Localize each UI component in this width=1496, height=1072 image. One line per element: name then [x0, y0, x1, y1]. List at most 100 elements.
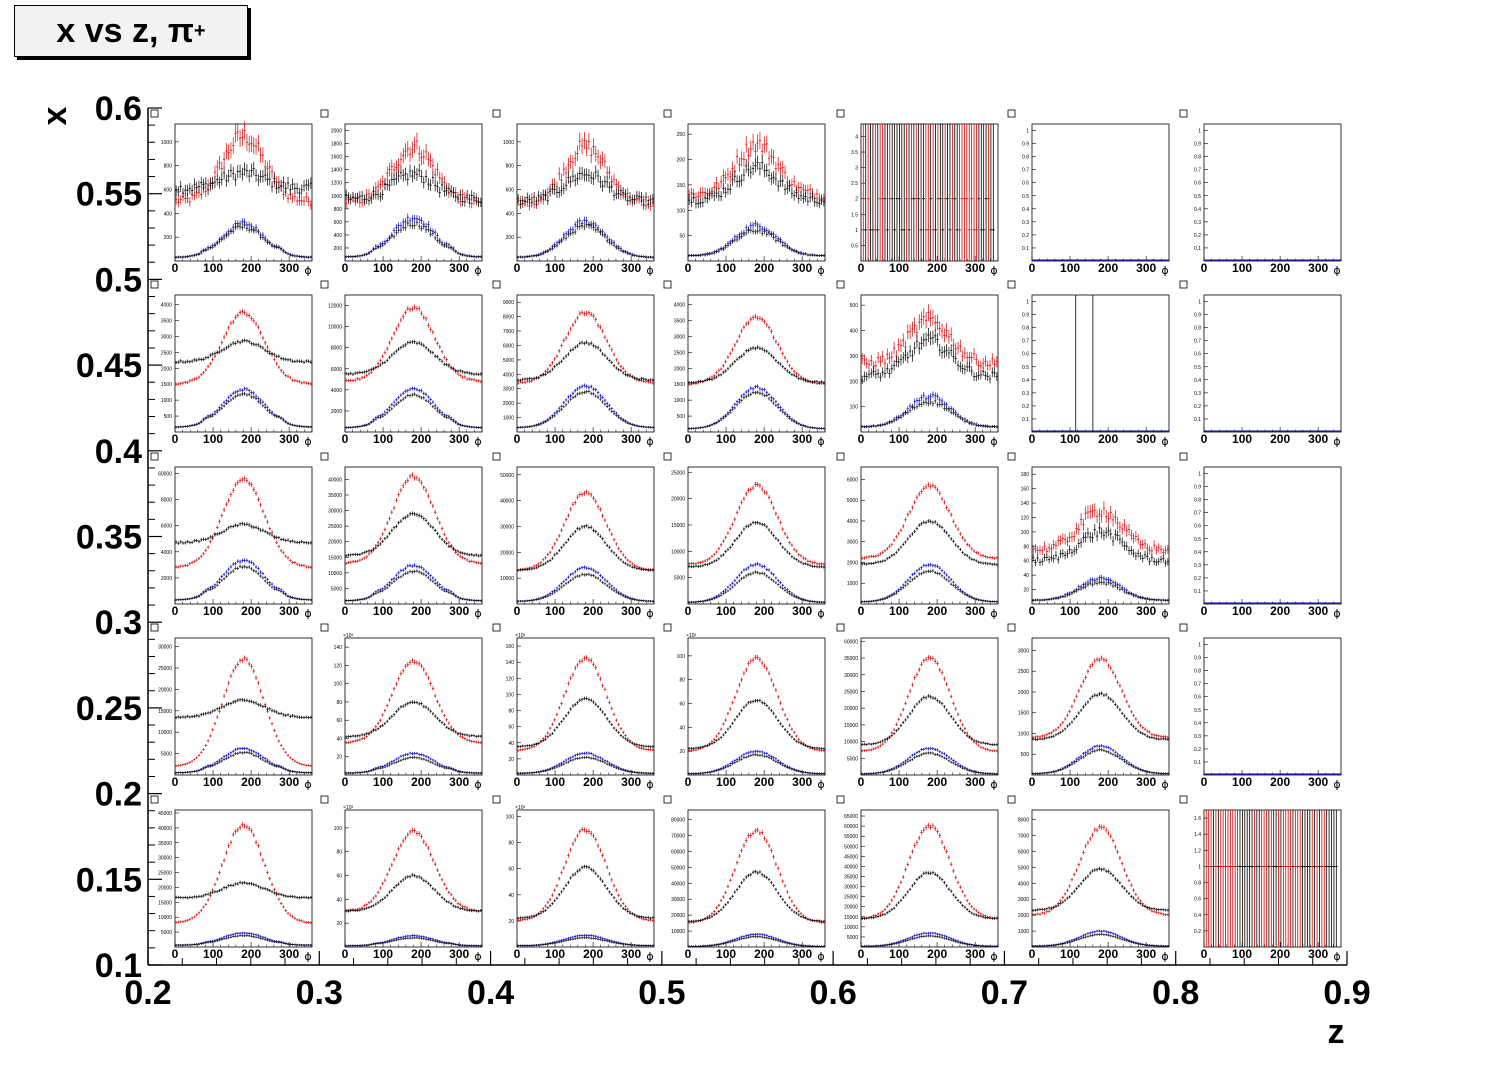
pad-x-axis-label: ϕ [990, 435, 997, 448]
pad-y-tick-label: 3 [855, 166, 858, 172]
pad-x-tick-label: 200 [241, 261, 261, 275]
pad-r0-c2: 200 400 600 800 1000 0 100 200 300 ϕ [492, 109, 655, 277]
pad-y-tick-label: 200 [334, 246, 343, 252]
pad-r0-c3: 50 100 150 200 250 0 100 200 300 ϕ [663, 109, 826, 277]
pad-y-tick-label: 1000 [161, 140, 172, 146]
stats-box-icon [836, 109, 845, 118]
pad-r1-c4: 100 200 300 400 500 0 100 200 300 ϕ [836, 280, 999, 448]
outer-x-tick-label: 0.2 [124, 974, 171, 1012]
pad-frame [516, 123, 655, 262]
pad-x-tick-label: 300 [1308, 261, 1328, 275]
stats-box-icon [1007, 109, 1016, 118]
pad-y-tick-label: 6000 [503, 343, 514, 349]
pad-x-tick-label: 300 [621, 261, 641, 275]
pad-y-tick-label: 0.9 [1022, 142, 1029, 148]
pad-x-axis-label: ϕ [474, 435, 481, 448]
pad-y-tick-label: 6000 [331, 367, 342, 373]
pad-x-tick-label: 0 [1201, 261, 1208, 275]
pad-y-tick-label: 3000 [161, 334, 172, 340]
pad-y-tick-label: 0.5 [851, 243, 858, 249]
pad-y-tick-label: 2500 [161, 350, 172, 356]
pad-y-tick-label: 2000 [331, 409, 342, 415]
pad-y-tick-label: 1000 [503, 416, 514, 422]
pad-y-tick-label: 9000 [503, 300, 514, 306]
outer-x-tick-label: 0.7 [981, 974, 1028, 1012]
pad-x-axis-label: ϕ [304, 435, 311, 448]
pad-y-tick-label: 0.5 [1022, 194, 1029, 200]
pad-x-tick-label: 200 [1270, 261, 1290, 275]
pad-y-tick-label: 4000 [503, 372, 514, 378]
pad-frame [344, 294, 483, 433]
pad-x-tick-label: 300 [792, 261, 812, 275]
pad-x-tick-label: 0 [342, 261, 349, 275]
outer-x-tick-label: 0.8 [1152, 974, 1199, 1012]
pad-x-tick-label: 0 [858, 432, 865, 446]
pad-y-tick-label: 3500 [161, 318, 172, 324]
pad-y-tick-label: 800 [334, 207, 343, 213]
pad-x-tick-label: 100 [716, 432, 736, 446]
pad-r0-c5: 0.1 0.2 0.3 0.4 0.5 0.6 0.7 0.8 0.9 1 0 100 200 300 ϕ [1007, 109, 1170, 277]
pad-y-tick-label: 0.3 [1194, 220, 1201, 226]
pad-y-tick-label: 1000 [331, 194, 342, 200]
stats-box-icon [492, 109, 501, 118]
pad-x-tick-label: 300 [449, 261, 469, 275]
pad-frame [344, 123, 483, 262]
pad-r1-c3: 500 1000 1500 2000 2500 3000 3500 4000 0 100 200 30… [663, 280, 826, 448]
outer-x-tick-label: 0.3 [296, 974, 343, 1012]
pad-y-tick-label: 500 [850, 303, 859, 309]
pad-y-tick-label: 500 [164, 414, 173, 420]
pad-x-tick-label: 100 [203, 261, 223, 275]
pad-y-tick-label: 0.2 [1194, 233, 1201, 239]
pad-y-tick-label: 7000 [503, 329, 514, 335]
pad-y-tick-label: 800 [164, 164, 173, 170]
pad-y-tick-label: 100 [677, 208, 686, 214]
pad-x-tick-label: 0 [172, 432, 179, 446]
pad-r0-c4: 0.5 1 1.5 2 2.5 3 3.5 4 0 100 200 300 ϕ [836, 109, 999, 277]
pad-x-tick-label: 300 [279, 432, 299, 446]
outer-y-tick-label: 0.4 [95, 433, 142, 471]
stats-box-icon [150, 280, 159, 289]
pad-x-tick-label: 0 [1029, 261, 1036, 275]
pad-r1-c0: 500 1000 1500 2000 2500 3000 3500 4000 0 100 200 30… [150, 280, 313, 448]
pad-x-tick-label: 200 [927, 432, 947, 446]
outer-x-tick-label: 0.6 [810, 974, 857, 1012]
pad-r1-c2: 1000 2000 3000 4000 5000 6000 7000 8000 9000 0 100… [492, 280, 655, 448]
pad-x-axis-label: ϕ [817, 264, 824, 277]
pad-x-tick-label: 200 [754, 261, 774, 275]
pad-x-tick-label: 200 [583, 261, 603, 275]
pad-y-tick-label: 3000 [674, 334, 685, 340]
pad-x-tick-label: 200 [754, 432, 774, 446]
stats-box-icon [320, 280, 329, 289]
pad-y-tick-label: 0.1 [1194, 246, 1201, 252]
outer-x-tick-label: 0.9 [1323, 974, 1370, 1012]
pad-frame [1031, 123, 1170, 262]
pad-y-tick-label: 8000 [503, 315, 514, 321]
outer-y-tick-label: 0.3 [95, 604, 142, 642]
pad-x-tick-label: 100 [1060, 261, 1080, 275]
pad-y-tick-label: 0.4 [1022, 207, 1029, 213]
pad-x-tick-label: 200 [583, 432, 603, 446]
pad-x-tick-label: 100 [373, 261, 393, 275]
pad-y-tick-label: 100 [850, 405, 859, 411]
pad-y-tick-label: 200 [850, 379, 859, 385]
pad-y-tick-label: 8000 [331, 346, 342, 352]
pad-x-tick-label: 0 [342, 432, 349, 446]
pad-x-tick-label: 0 [685, 432, 692, 446]
pad-x-tick-label: 0 [172, 261, 179, 275]
pad-y-tick-label: 1800 [331, 142, 342, 148]
pad-y-tick-label: 1 [855, 228, 858, 234]
outer-y-tick-label: 0.55 [76, 176, 142, 214]
pad-frame [687, 294, 826, 433]
pad-frame [174, 294, 313, 433]
pad-frame [860, 294, 999, 433]
pad-x-tick-label: 0 [514, 432, 521, 446]
pad-x-tick-label: 300 [279, 261, 299, 275]
pad-x-tick-label: 300 [965, 261, 985, 275]
pad-y-tick-label: 3.5 [851, 150, 858, 156]
pad-y-tick-label: 0.7 [1022, 168, 1029, 174]
pad-r0-c6: 0.1 0.2 0.3 0.4 0.5 0.6 0.7 0.8 0.9 1 0 100 200 300 ϕ [1179, 109, 1342, 277]
pad-x-axis-label: ϕ [990, 264, 997, 277]
pad-y-tick-label: 4 [855, 134, 858, 140]
pad-y-tick-label: 1000 [161, 398, 172, 404]
